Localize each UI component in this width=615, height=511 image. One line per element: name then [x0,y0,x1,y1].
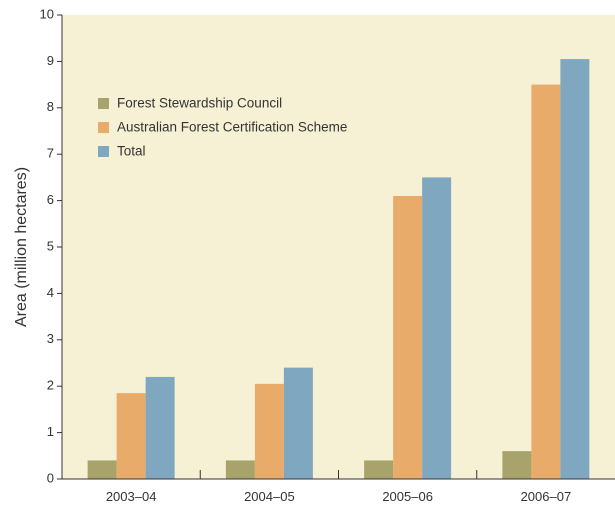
y-tick-label: 9 [47,53,54,68]
bar [87,460,117,479]
bar [145,376,175,479]
bar [502,451,532,479]
y-tick-label: 5 [47,238,54,253]
y-tick-label: 0 [47,470,54,485]
x-axis-ticks: 2003–04 2004–05 2005–06 2006–07 [106,470,571,504]
bar [393,195,423,479]
y-axis-title: Area (million hectares) [13,167,30,327]
y-tick-label: 3 [47,331,54,346]
x-tick-label: 2003–04 [106,489,157,504]
y-tick-label: 8 [47,99,54,114]
legend: Forest Stewardship Council Australian For… [98,96,347,159]
legend-label: Australian Forest Certification Scheme [117,120,347,135]
legend-label: Forest Stewardship Council [117,96,282,111]
bar [225,460,255,479]
legend-label: Total [117,144,146,159]
x-tick-label: 2006–07 [521,489,572,504]
legend-swatch [98,98,109,109]
bar [254,383,284,479]
y-tick-label: 2 [47,378,54,393]
bar [422,177,452,479]
bar [364,460,394,479]
y-tick-label: 4 [47,285,54,300]
legend-swatch [98,146,109,157]
y-tick-label: 6 [47,192,54,207]
x-tick-label: 2005–06 [382,489,433,504]
bars-group [87,59,590,480]
y-tick-label: 7 [47,146,54,161]
bar [116,393,146,479]
bar [560,59,590,480]
bar [531,84,561,479]
y-tick-label: 1 [47,424,54,439]
legend-swatch [98,122,109,133]
y-tick-label: 10 [40,6,54,21]
y-axis-ticks: 0 1 2 3 4 5 6 7 8 9 10 [40,6,62,485]
bar [283,367,313,479]
x-tick-label: 2004–05 [244,489,295,504]
